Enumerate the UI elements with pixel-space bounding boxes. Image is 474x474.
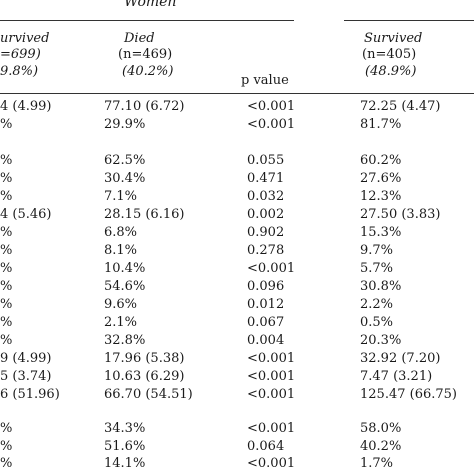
cell: 51.6% [104,439,146,454]
cell: 14.1% [104,456,146,471]
header-bottom-rule [0,93,474,94]
cell: 0.002 [247,207,285,222]
cell: <0.001 [247,99,296,114]
cell: 0.032 [247,189,285,204]
cell: 40.2% [360,439,402,454]
cell: 4 (5.46) [0,207,52,222]
group-label-women: Women [124,0,177,10]
col4-n: (n=405) [362,47,417,62]
cell: % [0,456,13,471]
cell: % [0,117,13,132]
cell: % [0,439,13,454]
cell: <0.001 [247,456,296,471]
cell: 72.25 (4.47) [360,99,441,114]
cell: 17.96 (5.38) [104,351,185,366]
cell: 60.2% [360,153,402,168]
cell: 6.8% [104,225,138,240]
cell: % [0,153,13,168]
cell: % [0,279,13,294]
cell: 0.012 [247,297,285,312]
cell: 0.055 [247,153,285,168]
col2-title: Died [124,31,155,46]
cell: % [0,171,13,186]
cell: 0.5% [360,315,394,330]
cell: 7.1% [104,189,138,204]
cell: % [0,421,13,436]
col3-title: p value [241,73,289,88]
cell: % [0,225,13,240]
cell: 10.63 (6.29) [104,369,185,384]
col1-n: =699) [0,47,41,62]
col1-pct: 9.8%) [0,64,39,79]
cell: 0.278 [247,243,285,258]
cell: <0.001 [247,387,296,402]
cell: 30.8% [360,279,402,294]
col4-pct: (48.9%) [365,64,417,79]
cell: 2.2% [360,297,394,312]
cell: 20.3% [360,333,402,348]
cell: % [0,243,13,258]
cell: 30.4% [104,171,146,186]
cell: 1.7% [360,456,394,471]
cell: 9 (4.99) [0,351,52,366]
cell: 0.096 [247,279,285,294]
cell: 0.902 [247,225,285,240]
cell: 2.1% [104,315,138,330]
col4-title: Survived [364,31,423,46]
cell: <0.001 [247,117,296,132]
cell: 8.1% [104,243,138,258]
cell: 0.067 [247,315,285,330]
col2-pct: (40.2%) [122,64,174,79]
header-rule-right [344,20,474,21]
cell: 0.471 [247,171,285,186]
cell: 34.3% [104,421,146,436]
cell: 9.6% [104,297,138,312]
cell: 7.47 (3.21) [360,369,433,384]
header-rule-women [0,20,294,21]
cell: 28.15 (6.16) [104,207,185,222]
cell: 6 (51.96) [0,387,60,402]
col1-title: urvived [0,31,50,46]
cell: 27.50 (3.83) [360,207,441,222]
cell: % [0,333,13,348]
cell: 29.9% [104,117,146,132]
cell: 58.0% [360,421,402,436]
cell: 9.7% [360,243,394,258]
cell: 32.8% [104,333,146,348]
cell: 27.6% [360,171,402,186]
cell: 12.3% [360,189,402,204]
cell: 0.064 [247,439,285,454]
cell: % [0,315,13,330]
cell: 32.92 (7.20) [360,351,441,366]
cell: 5.7% [360,261,394,276]
cell: 5 (3.74) [0,369,52,384]
cell: % [0,189,13,204]
cell: 10.4% [104,261,146,276]
cell: <0.001 [247,261,296,276]
cell: 81.7% [360,117,402,132]
cell: 0.004 [247,333,285,348]
cell: <0.001 [247,351,296,366]
cell: 15.3% [360,225,402,240]
col2-n: (n=469) [118,47,173,62]
cell: 4 (4.99) [0,99,52,114]
cell: 54.6% [104,279,146,294]
cell: % [0,261,13,276]
cell: % [0,297,13,312]
cell: 66.70 (54.51) [104,387,193,402]
cell: 77.10 (6.72) [104,99,185,114]
cell: 125.47 (66.75) [360,387,457,402]
cell: 62.5% [104,153,146,168]
cell: <0.001 [247,421,296,436]
cell: <0.001 [247,369,296,384]
